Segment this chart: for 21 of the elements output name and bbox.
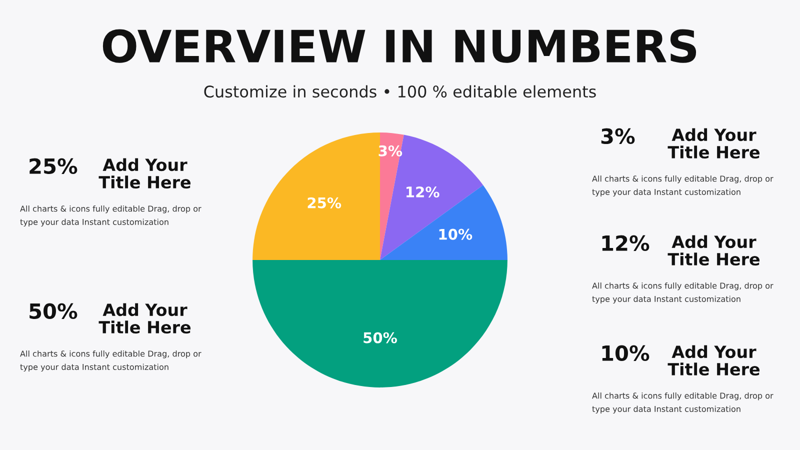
data-label: 50% [364,332,397,344]
text: 12% [602,235,650,252]
text: Add Your Title Here [98,158,191,189]
text: Add Your Title Here [668,345,760,376]
data-label: 12% [406,186,440,198]
text: 10% [602,345,650,362]
text: Add Your Title Here [668,235,760,266]
data-label: 10% [439,228,472,240]
text: All charts & icons fully editable Drag, drop or type your data Instant customization [20,350,202,372]
text: All charts & icons fully editable Drag, drop or type your data Instant customization [592,392,774,414]
text: 25% [30,158,78,174]
chart-title: OVERVIEW IN NUMBERS [102,29,696,63]
chart-subtitle: Customize in seconds • 100 % editable elements [204,85,596,98]
text: 3% [601,128,635,144]
data-label: 25% [308,197,342,208]
text: Add Your Title Here [668,128,760,159]
text: All charts & icons fully editable Drag, drop or type your data Instant customization [592,175,774,197]
text: Add Your Title Here [98,303,191,334]
text: All charts & icons fully editable Drag, drop or type your data Instant customization [592,282,774,304]
text: All charts & icons fully editable Drag, drop or type your data Instant customization [20,205,202,227]
text: 50% [30,303,78,320]
